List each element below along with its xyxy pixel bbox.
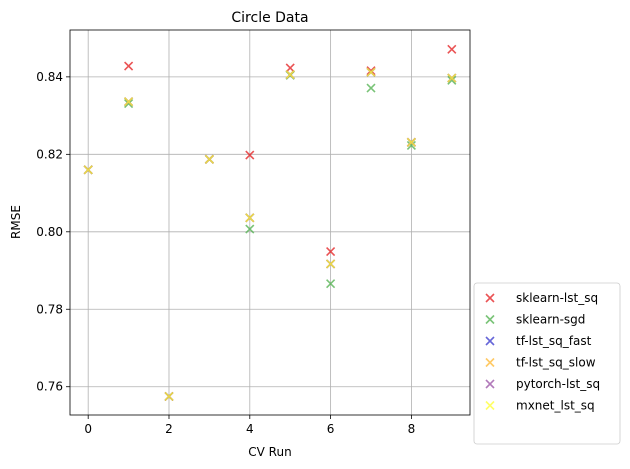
data-point bbox=[245, 224, 255, 234]
data-point bbox=[447, 73, 457, 83]
data-point bbox=[366, 67, 376, 77]
legend-marker bbox=[485, 379, 495, 389]
chart-title: Circle Data bbox=[231, 10, 308, 26]
data-point bbox=[447, 75, 457, 85]
legend-box bbox=[473, 282, 621, 445]
legend-marker bbox=[485, 336, 495, 346]
legend-label: tf-lst_sq_slow bbox=[516, 356, 596, 370]
y-tick-label: 0.80 bbox=[36, 225, 63, 239]
data-point bbox=[124, 97, 134, 107]
x-tick-label: 0 bbox=[84, 422, 92, 436]
x-tick-label: 6 bbox=[327, 422, 335, 436]
data-point bbox=[124, 99, 134, 109]
y-tick-label: 0.82 bbox=[36, 147, 63, 161]
legend-marker bbox=[485, 400, 495, 411]
axis-ticks: 0 2 4 6 8 0.76 0.78 0.80 0.82 0.84 bbox=[36, 70, 415, 436]
y-tick-label: 0.84 bbox=[36, 70, 63, 84]
data-point bbox=[406, 137, 416, 147]
legend-label: pytorch-lst_sq bbox=[516, 377, 600, 391]
legend: sklearn-lst_sq sklearn-sgd tf-lst_sq_fastt… bbox=[473, 282, 621, 445]
data-point bbox=[285, 69, 295, 80]
data-point bbox=[366, 83, 376, 93]
grid-lines bbox=[70, 30, 470, 415]
y-tick-label: 0.78 bbox=[36, 302, 63, 316]
legend-marker bbox=[485, 314, 495, 325]
data-point bbox=[124, 61, 134, 71]
legend-label: sklearn-lst_sq bbox=[516, 291, 598, 305]
data-point bbox=[366, 66, 376, 76]
data-point bbox=[326, 246, 336, 257]
legend-label: mxnet_lst_sq bbox=[516, 399, 595, 413]
data-points bbox=[83, 44, 457, 401]
legend-label: sklearn-sgd bbox=[516, 313, 585, 327]
data-point bbox=[164, 391, 174, 401]
data-point bbox=[326, 279, 336, 289]
data-point bbox=[406, 140, 416, 150]
data-point bbox=[204, 154, 214, 164]
y-tick-label: 0.76 bbox=[36, 380, 63, 394]
plot-frame bbox=[69, 29, 471, 416]
y-axis-label: RMSE bbox=[9, 205, 23, 239]
legend-marker bbox=[485, 293, 495, 303]
data-point bbox=[83, 165, 93, 175]
legend-marker bbox=[485, 357, 495, 368]
data-point bbox=[285, 63, 295, 73]
data-point bbox=[326, 259, 336, 269]
x-tick-label: 8 bbox=[408, 422, 416, 436]
x-axis-label: CV Run bbox=[248, 445, 291, 459]
data-point bbox=[245, 150, 255, 160]
data-point bbox=[245, 213, 255, 223]
x-tick-label: 4 bbox=[246, 422, 254, 436]
data-point bbox=[447, 44, 457, 54]
x-tick-label: 2 bbox=[165, 422, 173, 436]
legend-label: tf-lst_sq_fast bbox=[516, 334, 592, 348]
